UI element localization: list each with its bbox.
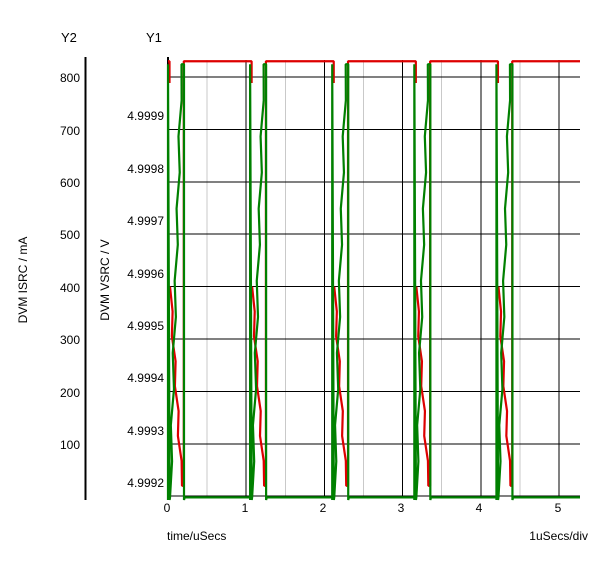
y1-tick-label: 4.9993	[127, 424, 164, 438]
y1-axis-header[interactable]: Y1	[146, 30, 162, 45]
y2-axis-title: DVM ISRC / mA	[16, 236, 30, 324]
x-tick-label: 3	[397, 501, 405, 515]
y1-tick-label: 4.9999	[127, 109, 164, 123]
x-tick-label: 4	[475, 501, 483, 515]
y1-tick-label: 4.9995	[127, 319, 164, 333]
trace-vsrc	[168, 60, 580, 487]
y2-tick-label: 500	[59, 228, 80, 242]
y2-tick-label: 700	[59, 124, 80, 138]
y2-axis-header[interactable]: Y2	[61, 30, 77, 45]
x-tick-label: 1	[241, 501, 249, 515]
x-tick-label: 0	[163, 501, 171, 515]
y2-tick-label: 200	[59, 386, 80, 400]
y1-axis-title: DVM VSRC / V	[98, 239, 112, 321]
y2-tick-label: 400	[59, 281, 80, 295]
trace-isrc	[166, 63, 580, 501]
y1-tick-label: 4.9998	[127, 162, 164, 176]
y1-tick-label: 4.9997	[127, 214, 164, 228]
y1-tick-label: 4.9992	[127, 476, 164, 490]
x-axis-title: time/uSecs	[167, 529, 227, 543]
x-tick-label: 2	[319, 501, 327, 515]
x-scale-per-div-label: 1uSecs/div	[529, 529, 588, 543]
x-tick-label: 5	[554, 501, 562, 515]
y2-tick-label: 600	[59, 176, 80, 190]
y2-tick-label: 800	[59, 71, 80, 85]
y2-tick-label: 300	[59, 333, 80, 347]
y1-tick-label: 4.9994	[127, 371, 164, 385]
y1-tick-label: 4.9996	[127, 267, 164, 281]
y2-tick-label: 100	[59, 438, 80, 452]
